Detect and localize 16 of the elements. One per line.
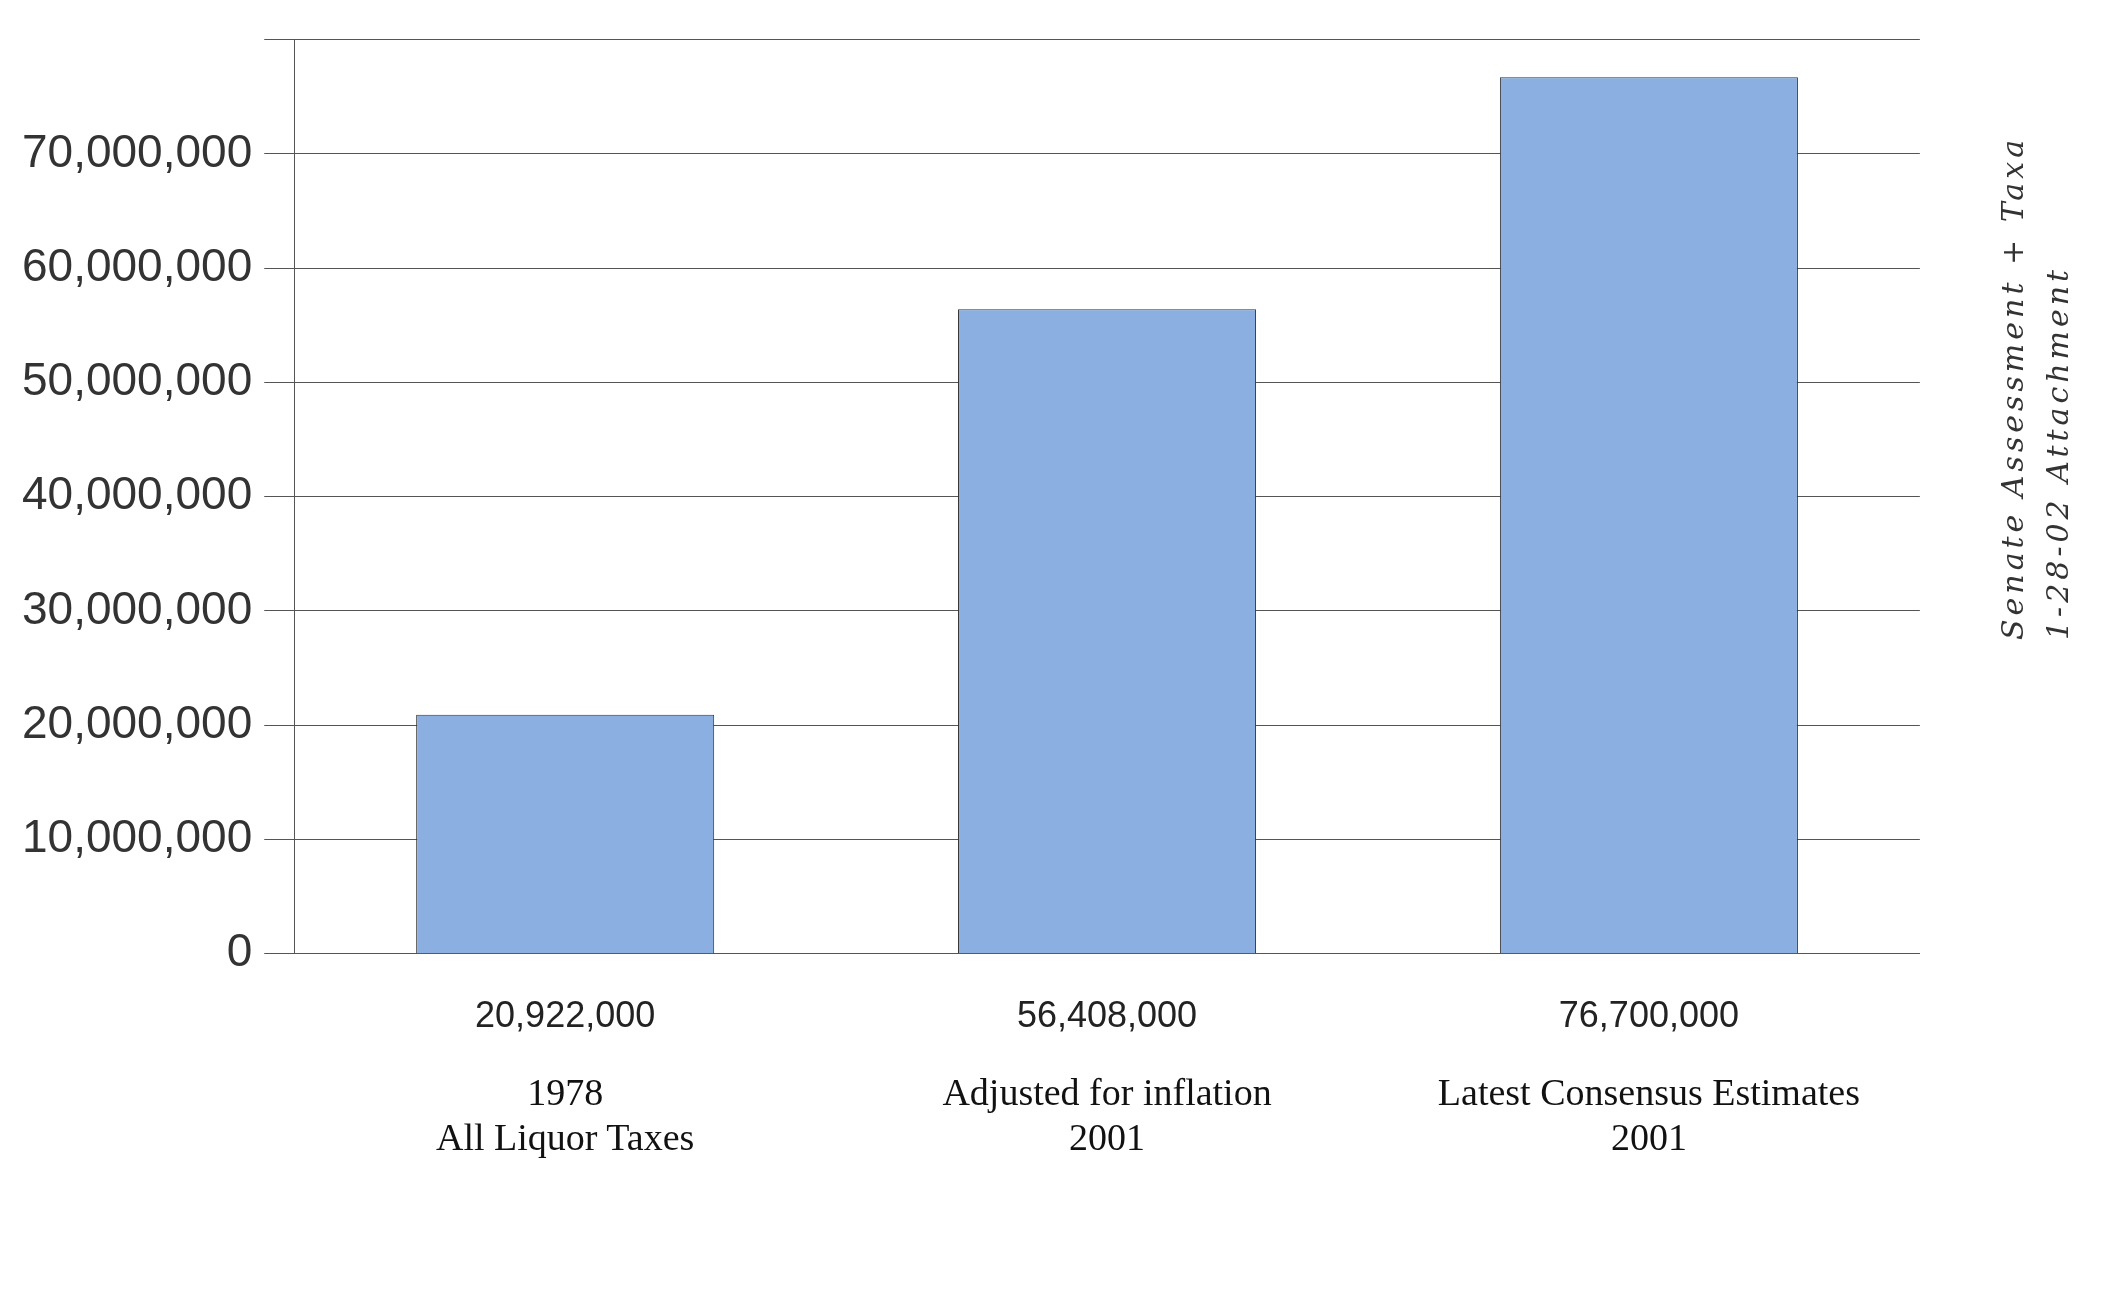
y-tick-label: 60,000,000 <box>21 238 253 291</box>
x-tick-label: Adjusted for inflation 2001 <box>942 1070 1272 1159</box>
data-label: 56,408,000 <box>1016 993 1198 1035</box>
text: Senate Assessment + Taxa <box>1995 134 2030 640</box>
x-tick-label: Latest Consensus Estimates 2001 <box>1437 1070 1861 1159</box>
y-tick-label: 30,000,000 <box>21 581 253 634</box>
x-tick-label: 1978 All Liquor Taxes <box>435 1070 695 1159</box>
text: 1-28-02 Attachment <box>2040 264 2075 640</box>
y-tick-label: 10,000,000 <box>21 810 253 863</box>
y-tick-label: 50,000,000 <box>21 353 253 406</box>
y-tick-label: 40,000,000 <box>21 467 253 520</box>
data-label: 76,700,000 <box>1558 993 1740 1035</box>
y-tick-label: 70,000,000 <box>21 124 253 177</box>
y-tick-label: 20,000,000 <box>21 695 253 748</box>
data-label: 20,922,000 <box>475 993 656 1035</box>
y-tick-label: 0 <box>226 924 253 977</box>
